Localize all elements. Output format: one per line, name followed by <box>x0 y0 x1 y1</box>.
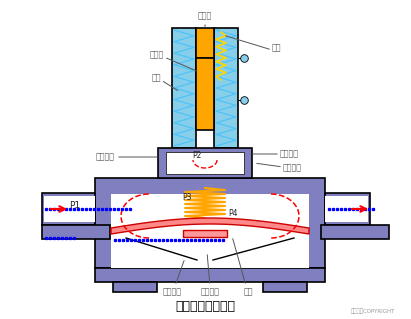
Text: P2: P2 <box>192 152 202 160</box>
Text: 主阀阀座: 主阀阀座 <box>162 287 182 296</box>
Polygon shape <box>111 194 309 268</box>
Polygon shape <box>111 218 309 234</box>
Text: 动铁心: 动铁心 <box>150 50 164 60</box>
Text: 弹簧: 弹簧 <box>272 43 282 53</box>
Polygon shape <box>196 28 214 58</box>
Polygon shape <box>42 225 110 239</box>
Polygon shape <box>263 282 307 292</box>
Polygon shape <box>158 148 252 178</box>
Text: 线圈: 线圈 <box>152 73 161 83</box>
Text: 管道联系式电磁阀: 管道联系式电磁阀 <box>175 300 235 313</box>
Text: 膜片: 膜片 <box>243 287 253 296</box>
Polygon shape <box>325 196 368 222</box>
Text: 主阀阀芯: 主阀阀芯 <box>201 287 219 296</box>
Text: 平衡孔道: 平衡孔道 <box>96 152 115 161</box>
Polygon shape <box>113 282 157 292</box>
Polygon shape <box>183 230 227 237</box>
Polygon shape <box>95 178 325 268</box>
Text: 定铁心: 定铁心 <box>198 11 212 20</box>
Polygon shape <box>196 58 214 130</box>
Polygon shape <box>166 152 244 174</box>
Polygon shape <box>44 196 95 222</box>
Polygon shape <box>214 28 238 148</box>
Polygon shape <box>172 28 196 148</box>
Polygon shape <box>321 225 389 239</box>
Text: P3: P3 <box>182 194 192 203</box>
Polygon shape <box>325 193 370 225</box>
Text: 导阀阀座: 导阀阀座 <box>280 150 299 159</box>
Text: 泄压孔道: 泄压孔道 <box>283 164 302 173</box>
Polygon shape <box>42 193 95 225</box>
Text: 东方仿真COPYRIGHT: 东方仿真COPYRIGHT <box>351 308 395 314</box>
Polygon shape <box>95 268 325 282</box>
Text: P1: P1 <box>69 201 81 210</box>
Text: P4: P4 <box>228 209 238 218</box>
